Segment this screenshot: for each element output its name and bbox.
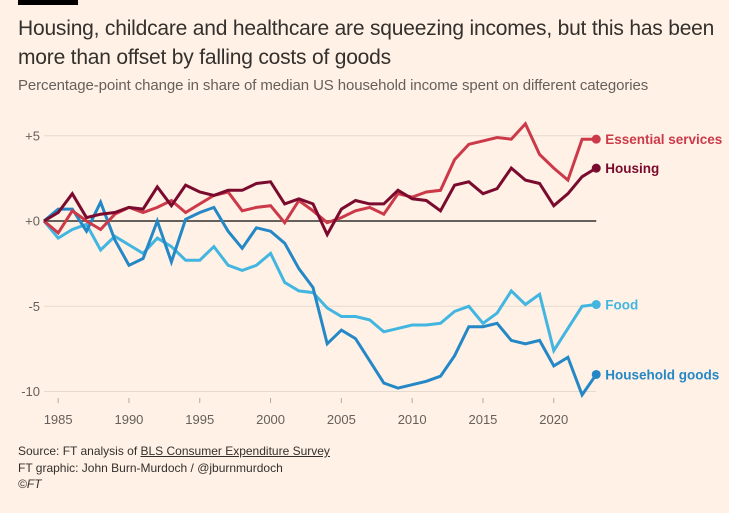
series-end-dot-household-goods [591,369,601,379]
copyright: ©FT [18,477,42,491]
x-tick-label: 2000 [256,412,285,427]
y-axis-ticks: +5 +0 -5 -10 [21,128,40,399]
x-tick-label: 1990 [114,412,143,427]
series-end-dot-food [591,300,601,310]
series-end-dot-essential-services [591,134,601,144]
chart-footer: Source: FT analysis of BLS Consumer Expe… [18,443,718,493]
series-labels: Housing Essential services Food Household g… [591,132,722,382]
chart-title: Housing, childcare and healthcare are sq… [18,17,715,69]
series-label-household-goods: Household goods [605,367,719,382]
chart-subtitle: Percentage-point change in share of medi… [18,77,649,94]
x-tick-label: 2005 [327,412,356,427]
source-line: Source: FT analysis of BLS Consumer Expe… [18,443,718,460]
y-tick-label: +5 [25,128,40,143]
x-tick-label: 1985 [44,412,73,427]
series-label-housing: Housing [605,161,659,176]
series-line-food [42,220,597,355]
y-tick-label: -5 [28,299,40,314]
series-line-household-goods [43,198,598,399]
y-tick-label: -10 [21,384,40,399]
credit-line: FT graphic: John Burn-Murdoch / @jburnmu… [18,460,283,475]
series-end-dot-housing [591,163,601,173]
y-tick-label: +0 [25,214,40,229]
ft-brand-bar [18,0,78,5]
series-line-housing [43,165,597,238]
x-axis-ticks: 1985 1990 1995 2000 2005 2010 2015 2020 [44,398,568,427]
x-tick-label: 2020 [539,412,568,427]
source-link[interactable]: BLS Consumer Expenditure Survey [140,444,330,458]
series-label-food: Food [605,298,638,313]
series-lines [42,121,598,399]
series-label-essential-services: Essential services [605,132,722,147]
line-chart: +5 +0 -5 -10 1985 1990 1995 2000 2005 2010 2015 20… [21,121,722,427]
x-tick-label: 2015 [468,412,497,427]
source-prefix: Source: FT analysis of [18,444,141,458]
x-tick-label: 2010 [398,412,427,427]
x-tick-label: 1995 [185,412,214,427]
